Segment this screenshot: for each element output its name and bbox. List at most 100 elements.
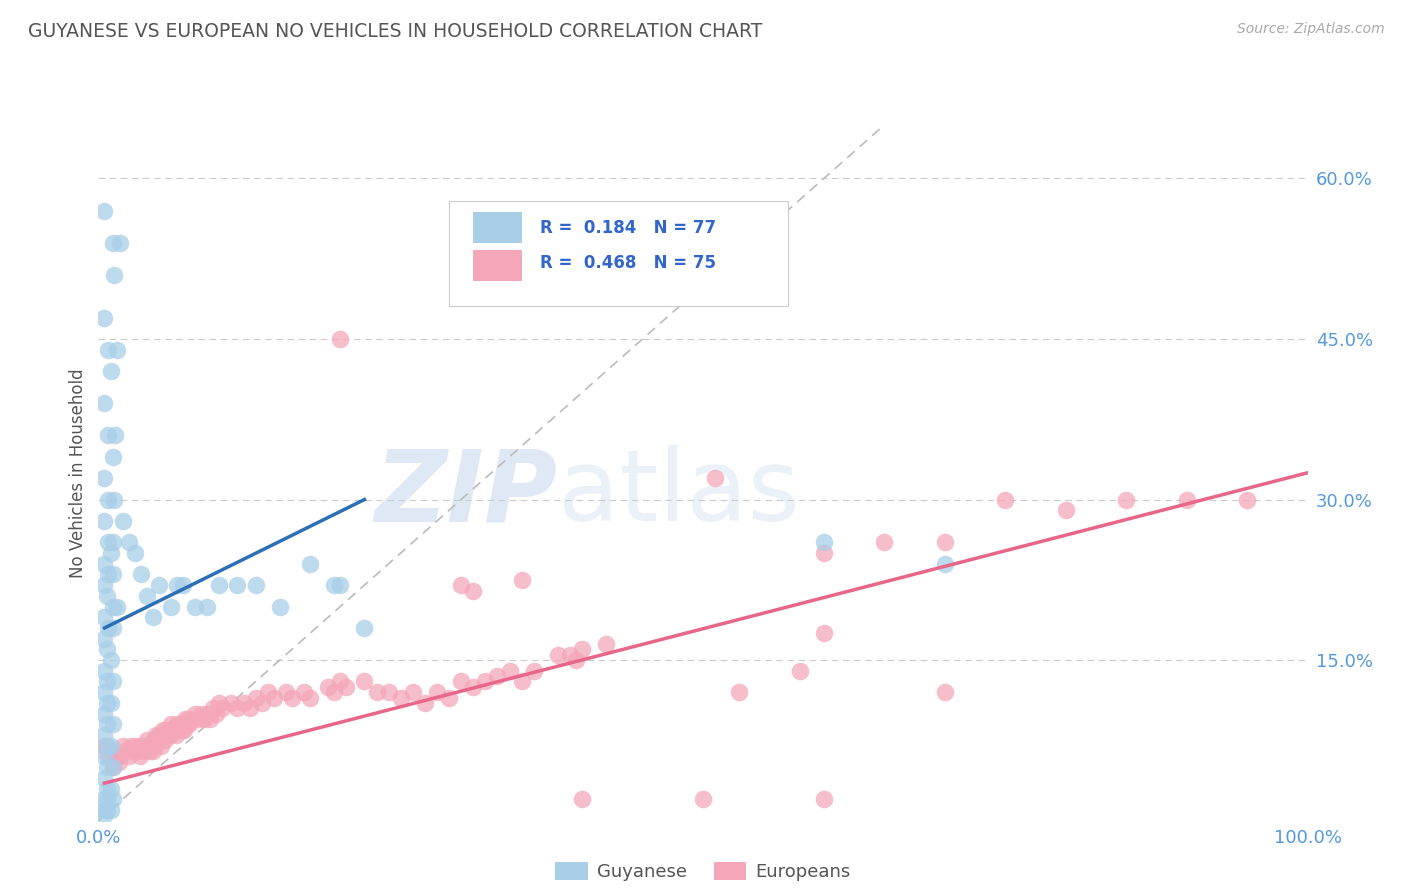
Point bbox=[595, 637, 617, 651]
Point bbox=[353, 674, 375, 689]
Text: Source: ZipAtlas.com: Source: ZipAtlas.com bbox=[1237, 22, 1385, 37]
Point bbox=[565, 653, 588, 667]
Point bbox=[366, 685, 388, 699]
Point bbox=[187, 712, 209, 726]
Text: atlas: atlas bbox=[558, 445, 800, 542]
Point bbox=[160, 599, 183, 614]
Point bbox=[142, 610, 165, 624]
Point bbox=[176, 717, 198, 731]
Point bbox=[143, 739, 166, 753]
Point bbox=[93, 203, 115, 218]
Point bbox=[463, 583, 485, 598]
Point bbox=[118, 535, 141, 549]
Point bbox=[96, 717, 118, 731]
Point bbox=[245, 690, 267, 705]
Point bbox=[413, 696, 436, 710]
Point bbox=[873, 535, 896, 549]
Point bbox=[298, 690, 321, 705]
Point bbox=[101, 450, 124, 464]
Point bbox=[486, 669, 509, 683]
Point bbox=[211, 701, 233, 715]
Point bbox=[450, 674, 472, 689]
Point bbox=[162, 723, 184, 737]
Point bbox=[329, 332, 352, 346]
FancyBboxPatch shape bbox=[474, 212, 522, 244]
Point bbox=[323, 685, 346, 699]
Point bbox=[934, 685, 956, 699]
Point bbox=[994, 492, 1017, 507]
Point bbox=[101, 760, 124, 774]
Point bbox=[114, 744, 136, 758]
Point bbox=[204, 706, 226, 721]
Point bbox=[547, 648, 569, 662]
Point bbox=[146, 733, 169, 747]
Point bbox=[298, 557, 321, 571]
Point bbox=[135, 733, 157, 747]
Point bbox=[96, 792, 118, 806]
Point bbox=[101, 717, 124, 731]
Point bbox=[150, 739, 173, 753]
Point bbox=[101, 567, 124, 582]
Point bbox=[93, 664, 115, 678]
Point bbox=[329, 674, 352, 689]
Point bbox=[813, 535, 835, 549]
Point bbox=[474, 674, 496, 689]
Point bbox=[250, 696, 273, 710]
Point bbox=[1236, 492, 1258, 507]
Point bbox=[335, 680, 357, 694]
Text: ZIP: ZIP bbox=[375, 445, 558, 542]
Point bbox=[93, 310, 115, 325]
Point bbox=[389, 690, 412, 705]
Point bbox=[316, 680, 339, 694]
Point bbox=[101, 599, 124, 614]
Point bbox=[134, 744, 156, 758]
Point bbox=[120, 739, 142, 753]
Point bbox=[510, 573, 533, 587]
Point bbox=[159, 728, 181, 742]
Point bbox=[101, 535, 124, 549]
Point bbox=[97, 428, 120, 442]
Point bbox=[195, 706, 218, 721]
Point bbox=[93, 514, 115, 528]
Point bbox=[152, 728, 174, 742]
Point bbox=[93, 739, 115, 753]
Point bbox=[100, 696, 122, 710]
Point bbox=[93, 771, 115, 785]
Point bbox=[97, 621, 120, 635]
Point bbox=[256, 685, 278, 699]
Point bbox=[166, 717, 188, 731]
Point bbox=[498, 664, 520, 678]
Point bbox=[96, 696, 118, 710]
Point bbox=[450, 578, 472, 592]
Point bbox=[402, 685, 425, 699]
Point bbox=[100, 546, 122, 560]
Point bbox=[142, 744, 165, 758]
Point bbox=[155, 723, 177, 737]
Point bbox=[97, 749, 120, 764]
Text: R =  0.184   N = 77: R = 0.184 N = 77 bbox=[540, 219, 716, 237]
Point bbox=[157, 723, 180, 737]
Point bbox=[239, 701, 262, 715]
Point bbox=[153, 733, 176, 747]
Point bbox=[353, 621, 375, 635]
Point bbox=[100, 739, 122, 753]
Point bbox=[510, 674, 533, 689]
Point bbox=[132, 739, 155, 753]
Point bbox=[141, 739, 163, 753]
Point bbox=[269, 599, 291, 614]
Point bbox=[96, 739, 118, 753]
Point bbox=[184, 599, 207, 614]
Point bbox=[173, 723, 195, 737]
Point bbox=[195, 599, 218, 614]
Point bbox=[93, 808, 115, 822]
Point bbox=[704, 471, 727, 485]
FancyBboxPatch shape bbox=[449, 202, 787, 306]
Point bbox=[97, 567, 120, 582]
Point bbox=[96, 642, 118, 657]
Point bbox=[167, 723, 190, 737]
Point bbox=[174, 712, 197, 726]
Point bbox=[245, 578, 267, 592]
Point bbox=[274, 685, 297, 699]
Point bbox=[100, 803, 122, 817]
Point bbox=[101, 792, 124, 806]
